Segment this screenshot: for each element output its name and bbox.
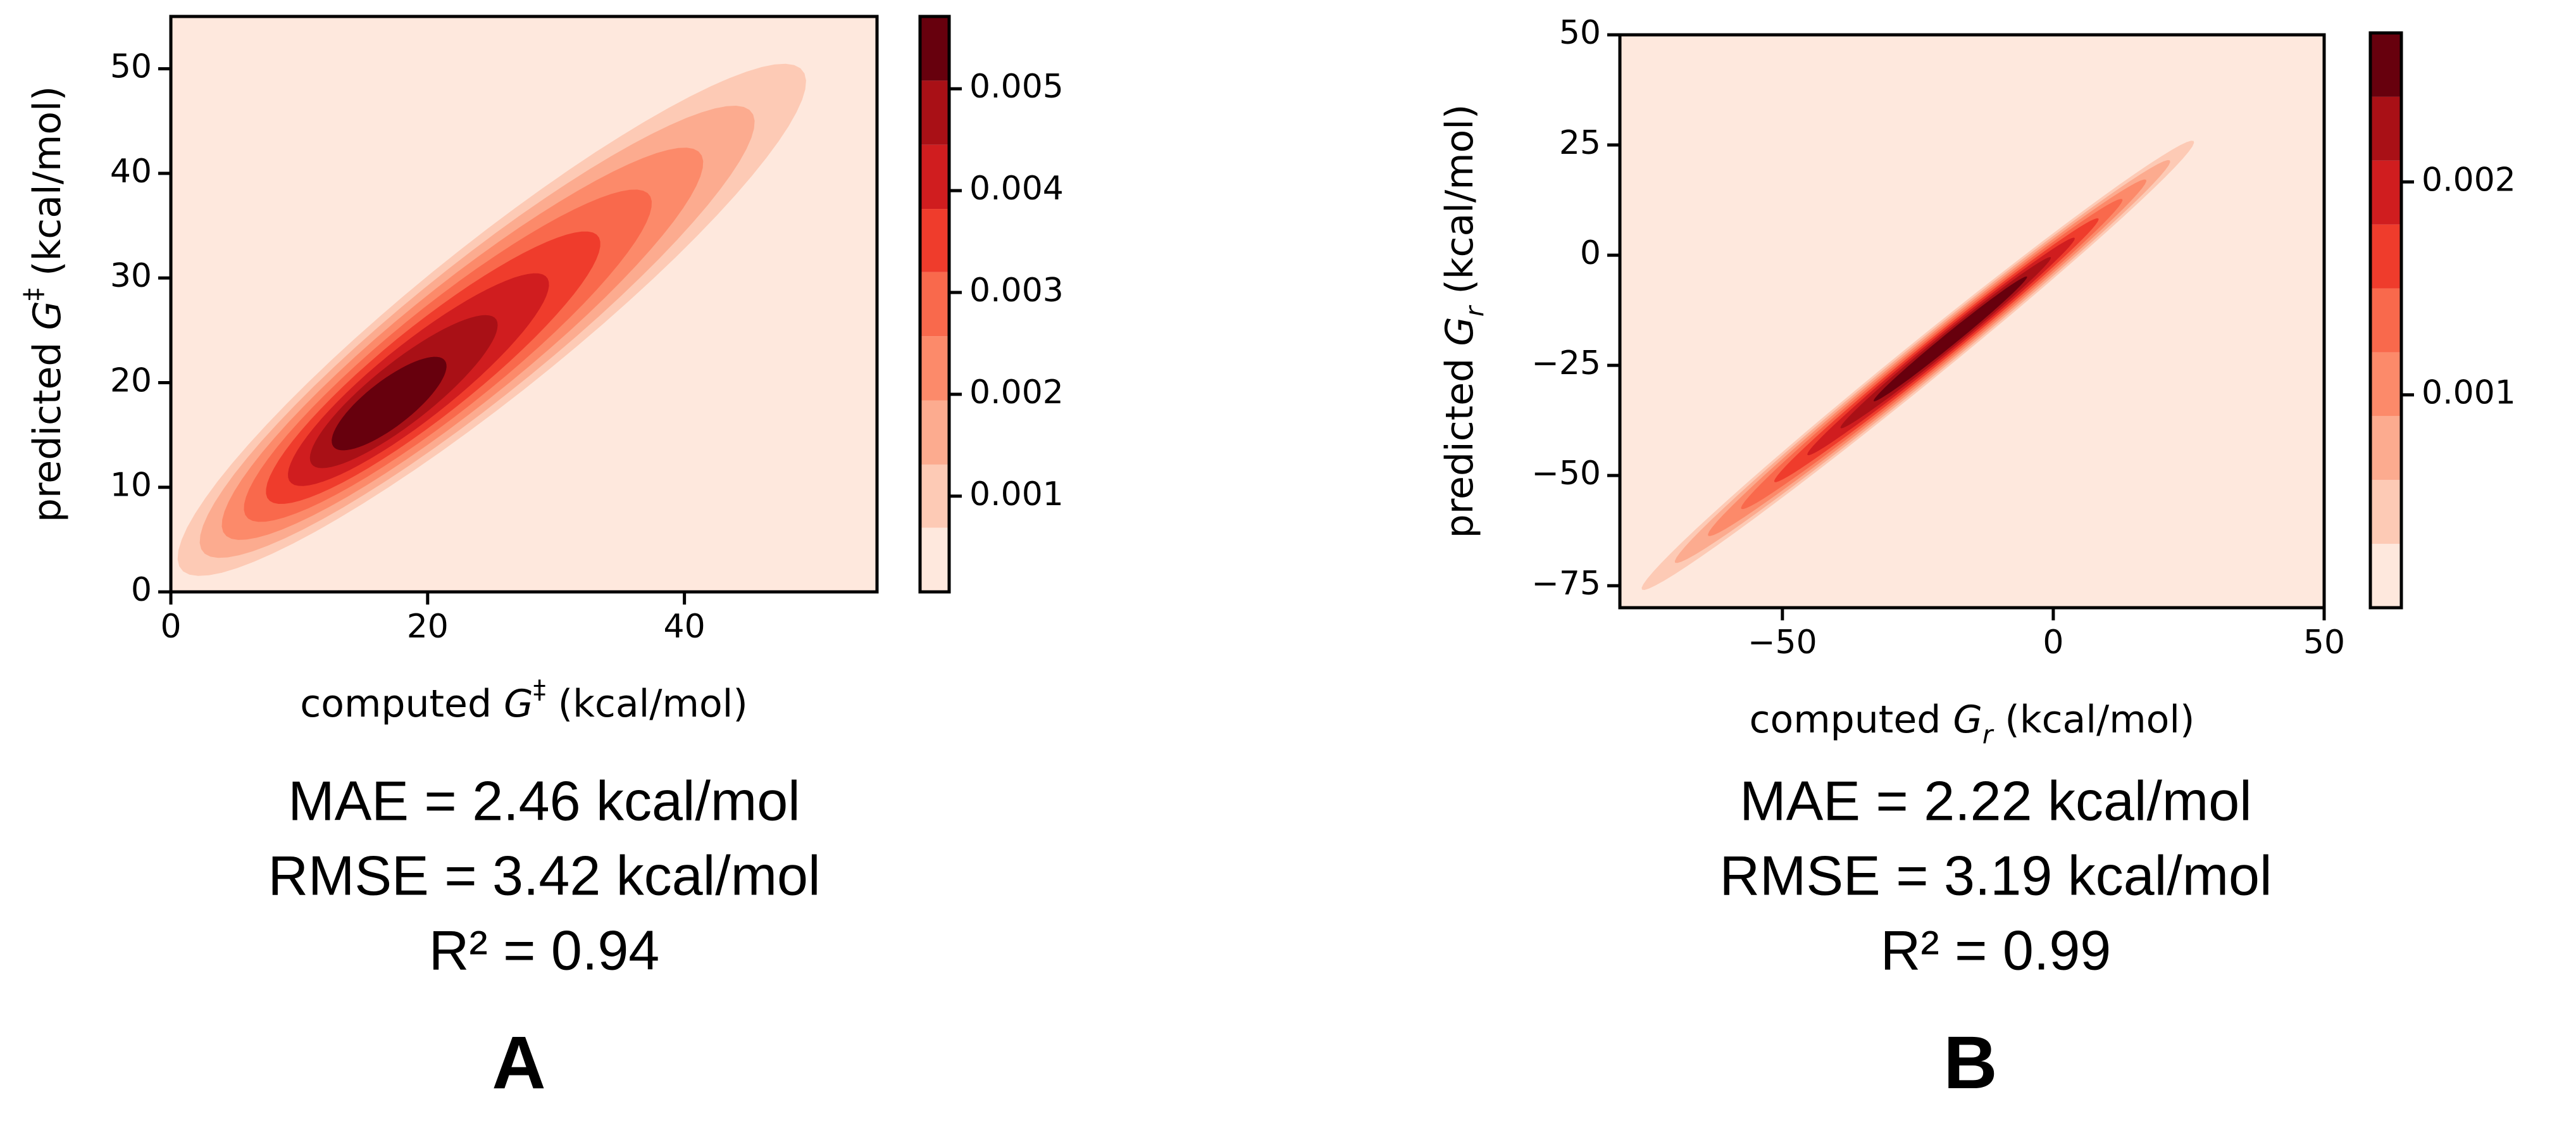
y-tick-label: 25 — [1559, 124, 1601, 162]
stat-text: MAE = 2.22 kcal/mol — [1739, 769, 2251, 832]
x-tick-label: 0 — [2043, 624, 2063, 662]
colorbar-band — [2370, 416, 2401, 480]
colorbar-band — [2370, 288, 2401, 353]
axis-label-part: (kcal/mol) — [25, 86, 70, 288]
axis-label-part: G — [1953, 698, 1982, 742]
x-tick-label: −50 — [1748, 624, 1817, 662]
colorbar-band — [2370, 352, 2401, 417]
colorbar-tick-label: 0.001 — [2422, 374, 2516, 412]
colorbar-band — [920, 144, 949, 210]
y-tick-label: 40 — [110, 153, 152, 191]
axis-label-part: predicted — [1438, 346, 1482, 539]
density — [1620, 35, 2324, 608]
axis-label: computed G‡ (kcal/mol) — [300, 675, 747, 726]
y-tick-label: −25 — [1531, 344, 1601, 382]
colorbar-band — [920, 400, 949, 465]
axis-label-part: (kcal/mol) — [546, 682, 748, 726]
density-level — [332, 356, 447, 451]
colorbar-band — [920, 272, 949, 337]
y-tick-label: 20 — [110, 361, 152, 399]
colorbar-band — [2370, 160, 2401, 225]
axis-label: computed Gr (kcal/mol) — [1750, 698, 2195, 750]
colorbar-tick-label: 0.005 — [969, 68, 1064, 106]
y-tick-label: 50 — [110, 48, 152, 86]
colorbar-band — [920, 336, 949, 401]
colorbar-frame — [2368, 31, 2403, 610]
density-level — [1874, 276, 2027, 401]
stat-text: R² = 0.99 — [1881, 919, 2111, 981]
colorbar-band — [920, 464, 949, 528]
colorbar-band — [920, 16, 949, 81]
colorbar-tick-label: 0.002 — [2422, 161, 2516, 199]
axis-label-part: r — [1460, 304, 1490, 317]
x-tick-label: 20 — [407, 608, 449, 646]
x-tick-label: 50 — [2303, 624, 2345, 662]
y-tick-label: 0 — [1580, 234, 1601, 272]
y-tick-label: 50 — [1559, 14, 1601, 52]
colorbar-tick-label: 0.004 — [969, 170, 1064, 208]
frame — [1618, 33, 2326, 610]
y-tick-label: 0 — [131, 571, 152, 609]
colorbar-frame — [918, 15, 951, 594]
colorbar-band — [920, 80, 949, 145]
panel-label: B — [1943, 1021, 1997, 1105]
axis-label-part: G — [1438, 317, 1482, 346]
axis-label-part: G — [504, 682, 533, 726]
y-tick-label: −50 — [1531, 455, 1601, 492]
axis-label-part: ‡ — [533, 675, 546, 705]
axis-label-part: computed — [300, 682, 504, 726]
axis-label-part: (kcal/mol) — [1993, 698, 2194, 742]
y-tick-label: −75 — [1531, 565, 1601, 603]
colorbar-band — [2370, 96, 2401, 161]
colorbar-band — [920, 527, 949, 592]
axis-label-part: computed — [1750, 698, 1953, 742]
density — [171, 16, 877, 592]
panel-label: A — [492, 1021, 545, 1105]
axis-label-part: (kcal/mol) — [1438, 104, 1482, 306]
x-tick-label: 0 — [160, 608, 181, 646]
colorbar-band — [2370, 33, 2401, 97]
axis-label-part: ‡ — [19, 288, 48, 301]
colorbar-tick-label: 0.002 — [969, 373, 1064, 411]
frame — [169, 15, 879, 594]
y-tick-label: 10 — [110, 467, 152, 505]
colorbar-band — [2370, 544, 2401, 608]
stat-text: RMSE = 3.42 kcal/mol — [268, 844, 821, 907]
y-tick-label: 30 — [110, 257, 152, 295]
colorbar-band — [2370, 224, 2401, 289]
axis-label-part: predicted — [25, 330, 70, 522]
axis-label-part: r — [1982, 720, 1994, 750]
colorbar-tick-label: 0.001 — [969, 475, 1064, 513]
stat-text: RMSE = 3.19 kcal/mol — [1720, 844, 2272, 907]
stat-text: MAE = 2.46 kcal/mol — [288, 769, 800, 832]
colorbar-band — [920, 209, 949, 272]
x-tick-label: 40 — [664, 608, 706, 646]
axis-label-part: G — [25, 301, 70, 330]
colorbar-tick-label: 0.003 — [969, 272, 1064, 310]
axis-label: predicted G‡ (kcal/mol) — [19, 86, 70, 522]
colorbar-band — [2370, 480, 2401, 544]
axis-label: predicted Gr (kcal/mol) — [1438, 104, 1490, 539]
stat-text: R² = 0.94 — [429, 919, 659, 981]
